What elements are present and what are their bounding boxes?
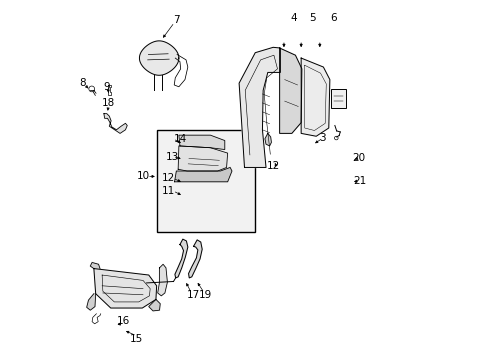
Text: 9: 9 bbox=[103, 82, 109, 92]
Polygon shape bbox=[279, 48, 301, 134]
Bar bbox=[330, 89, 345, 108]
Polygon shape bbox=[90, 262, 100, 269]
Polygon shape bbox=[175, 239, 187, 278]
Polygon shape bbox=[188, 240, 202, 278]
Polygon shape bbox=[301, 58, 329, 136]
Text: 16: 16 bbox=[117, 316, 130, 325]
Text: 21: 21 bbox=[353, 176, 366, 186]
Polygon shape bbox=[239, 47, 280, 167]
Polygon shape bbox=[139, 41, 179, 75]
Text: 12: 12 bbox=[266, 161, 279, 171]
Polygon shape bbox=[94, 269, 156, 308]
Polygon shape bbox=[264, 134, 271, 146]
Text: 3: 3 bbox=[319, 133, 325, 143]
Text: 17: 17 bbox=[186, 291, 200, 301]
Text: 15: 15 bbox=[130, 333, 143, 343]
Text: 8: 8 bbox=[79, 78, 85, 88]
Polygon shape bbox=[178, 146, 227, 171]
Text: 10: 10 bbox=[137, 171, 150, 181]
Text: 5: 5 bbox=[309, 13, 315, 23]
Bar bbox=[156, 130, 255, 232]
Text: 7: 7 bbox=[173, 15, 179, 26]
Text: 14: 14 bbox=[174, 134, 187, 144]
Text: 12: 12 bbox=[162, 173, 175, 183]
Polygon shape bbox=[158, 264, 167, 296]
Text: 4: 4 bbox=[290, 13, 297, 23]
Text: 6: 6 bbox=[329, 13, 336, 23]
Polygon shape bbox=[174, 167, 231, 182]
Text: 20: 20 bbox=[352, 153, 365, 163]
Polygon shape bbox=[104, 114, 127, 134]
Text: 19: 19 bbox=[198, 291, 211, 301]
Polygon shape bbox=[86, 294, 96, 310]
Text: 13: 13 bbox=[165, 152, 178, 162]
Text: 11: 11 bbox=[162, 186, 175, 196]
Text: 18: 18 bbox=[102, 98, 115, 108]
Polygon shape bbox=[148, 300, 160, 311]
Polygon shape bbox=[179, 135, 224, 149]
